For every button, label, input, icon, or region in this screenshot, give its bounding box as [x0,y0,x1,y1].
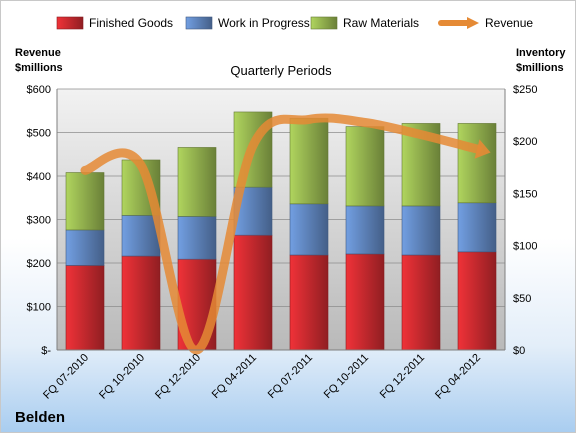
right-tick-label: $250 [513,84,537,96]
left-axis-title-line-1: Revenue [15,47,61,59]
bar-work-in-progress [65,229,105,266]
x-tick-label: FQ 10-2010 [97,352,147,402]
bar-raw-materials [289,117,329,205]
bar-work-in-progress [345,205,385,255]
left-tick-label: $100 [27,302,51,314]
x-tick-label: FQ 12-2011 [378,352,427,401]
bar-finished-goods [345,253,385,351]
bar-finished-goods [233,234,273,351]
legend-swatch-raw-materials [310,16,338,30]
bar-work-in-progress [289,203,329,256]
bar-work-in-progress [457,202,497,253]
revenue-arrowhead [474,139,491,159]
bar-raw-materials [457,123,497,204]
left-tick-label: $300 [27,215,51,227]
x-tick-label: FQ 04-2012 [433,352,483,402]
bar-work-in-progress [401,205,441,256]
chart-title: Quarterly Periods [230,63,332,78]
bar-finished-goods [457,251,497,351]
legend-label: Revenue [485,16,533,30]
bar-raw-materials [177,147,217,217]
x-tick-label: FQ 07-2011 [266,352,315,401]
left-tick-label: $500 [27,128,51,140]
legend-label: Finished Goods [89,16,173,30]
left-tick-label: $200 [27,258,51,270]
bar-work-in-progress [177,216,217,260]
legend-label: Work in Progress [218,16,310,30]
left-axis-title-line-2: $millions [15,62,63,74]
right-tick-label: $50 [513,293,531,305]
legend-swatch-work-in-progress [185,16,213,30]
bar-finished-goods [121,255,161,351]
x-tick-label: FQ 04-2011 [210,352,259,401]
bar-finished-goods [289,254,329,351]
bar-finished-goods [401,254,441,351]
bar-raw-materials [345,126,385,207]
right-tick-label: $200 [513,136,537,148]
right-tick-label: $0 [513,345,525,357]
left-tick-label: $- [41,345,51,357]
x-tick-label: FQ 10-2011 [322,352,371,401]
right-axis-title-line-1: Inventory [516,47,566,59]
right-tick-label: $150 [513,188,537,200]
right-axis-title: Inventory $millions [516,47,569,74]
left-tick-label: $600 [27,84,51,96]
right-axis-title-line-2: $millions [516,62,564,74]
bar-finished-goods [65,265,105,351]
company-name: Belden [15,409,65,426]
left-tick-label: $400 [27,171,51,183]
revenue-line [80,113,482,355]
x-tick-label: FQ 12-2010 [153,352,203,402]
legend-label: Raw Materials [343,16,419,30]
bar-raw-materials [65,172,105,231]
left-axis-title: Revenue $millions [15,47,64,74]
legend-arrow-revenue [467,17,479,29]
legend-swatch-finished-goods [56,16,84,30]
right-tick-label: $100 [513,241,537,253]
x-tick-label: FQ 07-2010 [41,352,91,402]
